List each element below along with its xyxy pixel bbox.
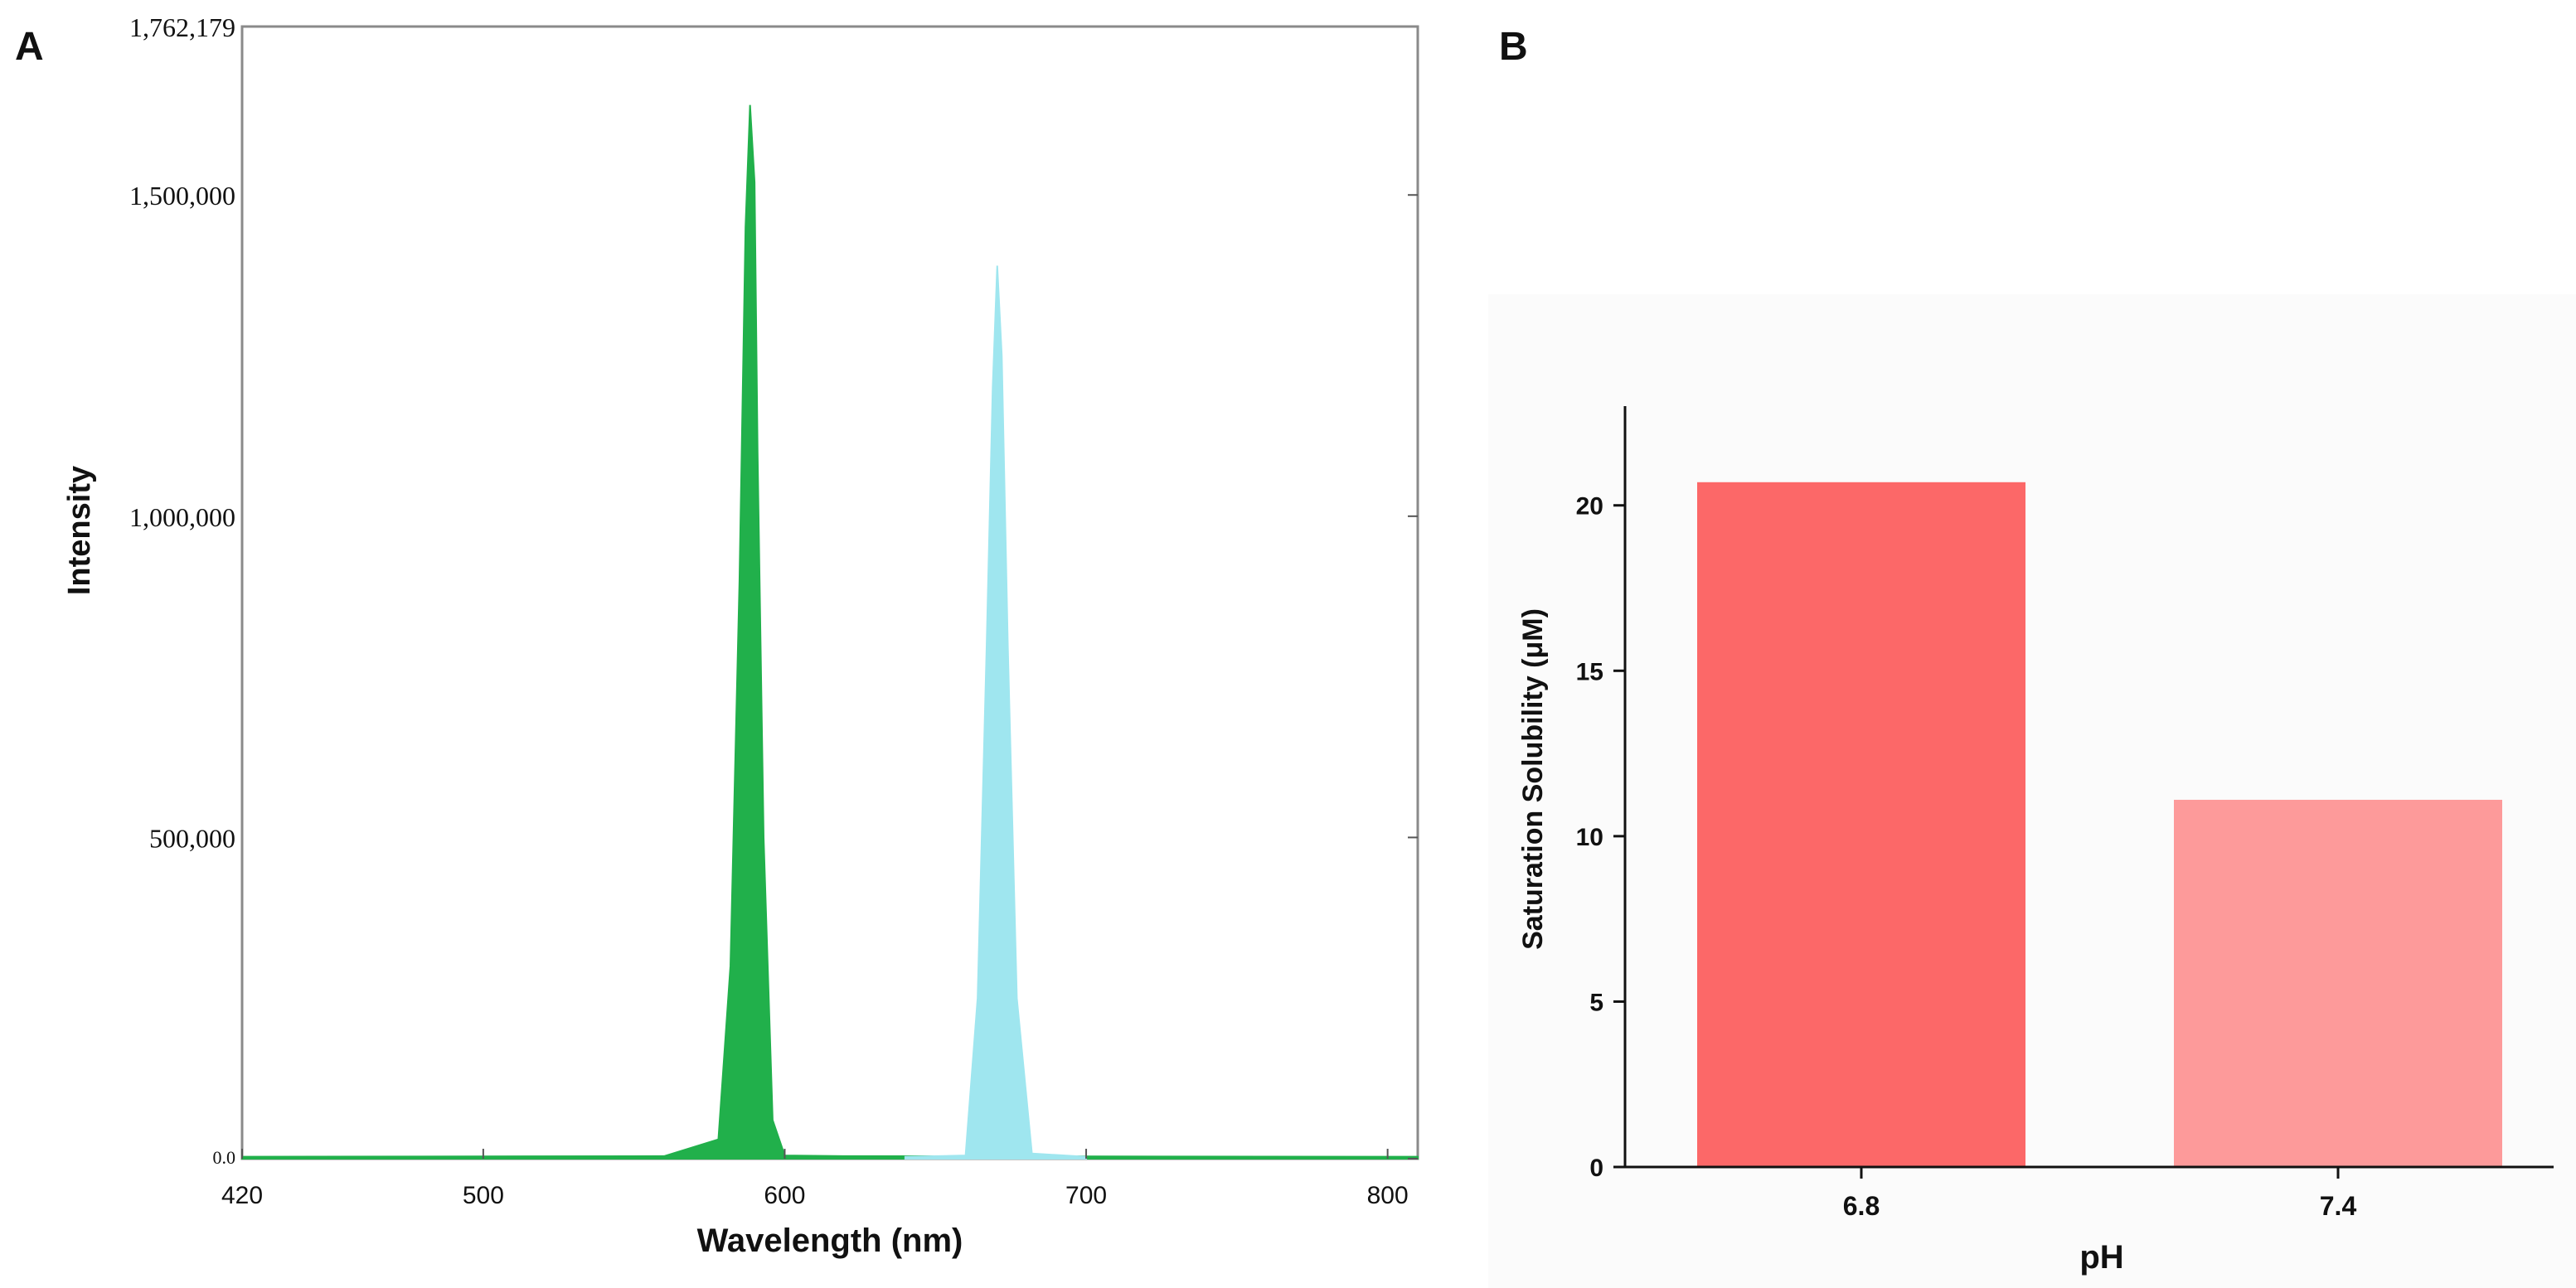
panel-a-x-axis-label: Wavelength (nm) [697,1223,963,1259]
panel-b-y-tick-label: 10 [1576,824,1603,851]
panel-b-x-axis-label: pH [2079,1239,2123,1276]
panel-a-y-tick-label: 0.0 [213,1147,236,1168]
panel-a-y-tick-label: 1,500,000 [129,181,235,211]
panel-a-y-ticks: 0.0 500,000 1,000,000 1,500,000 1,762,179 [129,12,1418,1168]
panel-b-x-tick-label: 7.4 [2320,1191,2357,1221]
panel-a-spectrum-chart: 420 500 600 700 800 0.0 500,000 1,000,000 1,500… [62,12,1419,1259]
panel-a-series-2-area [904,265,1088,1160]
panel-a-x-tick-label: 800 [1367,1182,1409,1209]
panel-b-bars-group [1697,482,2502,1167]
panel-b-y-axis-label: Saturation Solubility (μM) [1517,608,1549,950]
panel-a-y-axis-label: Intensity [62,466,97,595]
panel-a-plot-frame [240,25,1419,1160]
panel-b-x-tick-label: 6.8 [1843,1191,1880,1221]
panel-b-y-tick-label: 20 [1576,493,1603,521]
panel-a-y-tick-label: 1,762,179 [129,12,235,42]
bar-ph-6-8 [1697,482,2025,1167]
panel-a-label: A [15,25,44,69]
panel-a-x-ticks: 420 500 600 700 800 [221,1149,1409,1209]
panel-b-y-ticks: 0 5 10 15 20 [1576,493,1625,1182]
panel-a-y-tick-label: 500,000 [149,823,235,853]
panel-b-label: B [1499,25,1528,69]
panel-a-series-group [241,104,1419,1160]
panel-b-y-tick-label: 15 [1576,658,1603,685]
panel-a-x-tick-label: 420 [221,1182,263,1209]
panel-b-y-tick-label: 0 [1589,1155,1603,1182]
bar-ph-7-4 [2174,799,2502,1167]
panel-a-x-tick-label: 500 [463,1182,504,1209]
panel-a-x-tick-label: 700 [1065,1182,1107,1209]
panel-a-x-tick-label: 600 [764,1182,805,1209]
panel-b-x-ticks: 6.8 7.4 [1843,1167,2357,1221]
panel-a-y-tick-label: 1,000,000 [129,502,235,532]
panel-b-y-tick-label: 5 [1589,989,1603,1016]
panel-b-bar-chart: 0 5 10 15 20 6.8 7.4 pH Saturation Solubility… [1517,406,2554,1276]
